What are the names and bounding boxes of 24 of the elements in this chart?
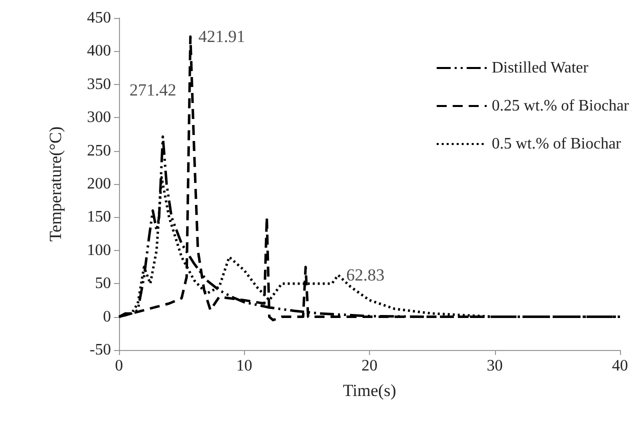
y-tick-label: 0 <box>103 308 111 326</box>
legend-label: Distilled Water <box>492 60 589 76</box>
annotation: 271.42 <box>129 80 176 100</box>
y-tick-label: 350 <box>87 76 111 93</box>
y-tick-label: 200 <box>87 176 111 192</box>
y-tick-label: 400 <box>87 42 111 60</box>
y-axis-title: Temperature(°C) <box>46 126 65 242</box>
y-tick-label: -50 <box>90 342 111 358</box>
y-tick-label: 300 <box>87 109 111 126</box>
y-tick-label: 250 <box>87 142 111 160</box>
x-tick-label: 30 <box>486 358 503 374</box>
y-tick-label: 100 <box>87 242 111 259</box>
annotation: 421.91 <box>198 27 246 46</box>
y-tick-label: 150 <box>87 208 111 226</box>
x-tick-label: 0 <box>115 358 123 374</box>
y-tick-label: 50 <box>95 275 111 292</box>
x-axis-title: Time(s) <box>342 381 396 400</box>
x-tick-label: 40 <box>612 358 628 374</box>
x-tick-label: 20 <box>362 358 378 374</box>
annotation: 62.83 <box>346 266 384 285</box>
x-tick-label: 10 <box>236 358 252 374</box>
legend-label: 0.5 wt.% of Biochar <box>492 136 622 152</box>
y-tick-label: 450 <box>87 10 111 26</box>
legend-label: 0.25 wt.% of Biochar <box>492 98 630 114</box>
